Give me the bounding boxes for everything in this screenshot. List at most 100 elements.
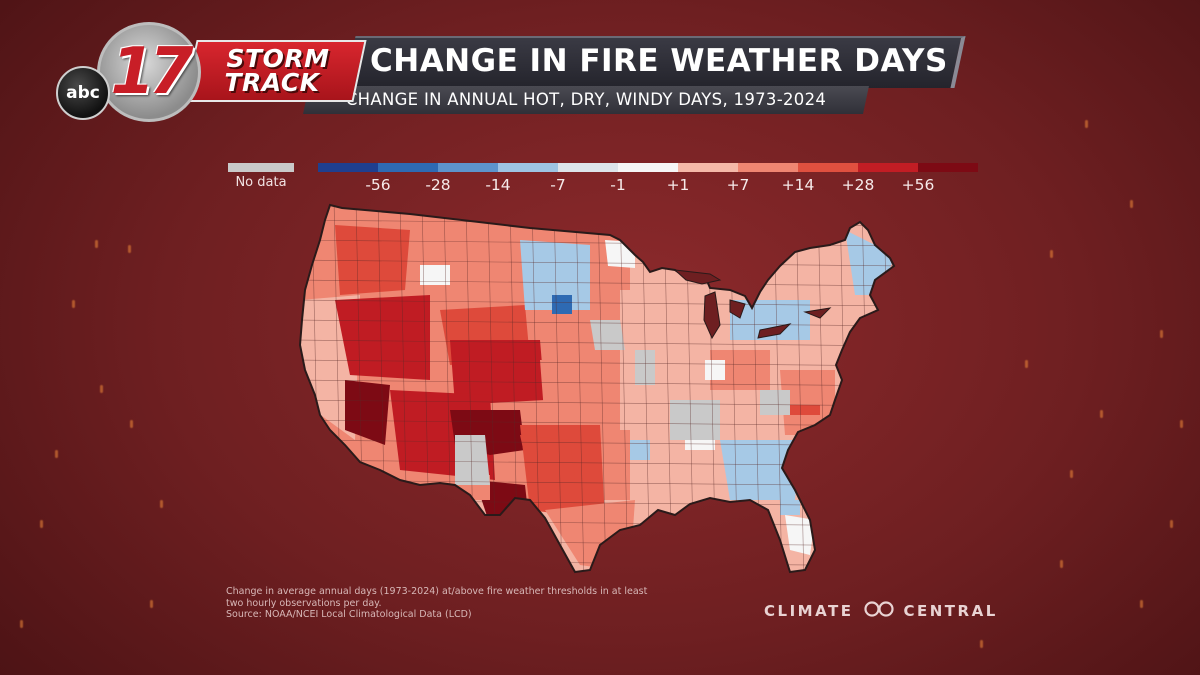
legend-swatch [558, 163, 618, 172]
ember-spark [100, 385, 103, 393]
note-line-1: Change in average annual days (1973-2024… [226, 586, 648, 597]
legend-swatch [738, 163, 798, 172]
ember-spark [1025, 360, 1028, 368]
region-fill-red [790, 405, 820, 415]
ember-spark [1170, 520, 1173, 528]
legend-swatch [618, 163, 678, 172]
ember-spark [980, 640, 983, 648]
page-title: CHANGE IN FIRE WEATHER DAYS [370, 43, 948, 79]
methodology-note: Change in average annual days (1973-2024… [226, 586, 648, 621]
ember-spark [1160, 330, 1163, 338]
channel-17-logo: 17 [97, 22, 201, 122]
region-fill-hot_west [450, 340, 545, 405]
region-fill-red [335, 225, 410, 295]
ember-spark [160, 500, 163, 508]
channel-number: 17 [110, 35, 193, 109]
legend-swatch [498, 163, 558, 172]
ember-spark [1050, 250, 1053, 258]
ember-spark [128, 245, 131, 253]
region-fill-white [605, 240, 635, 268]
legend-label: +56 [901, 176, 935, 194]
region-fill-white [705, 360, 725, 380]
region-fill-lightblue [520, 240, 590, 310]
ember-spark [1130, 200, 1133, 208]
boundary-line [906, 200, 910, 585]
region-fill-gray [455, 435, 490, 485]
boundary-line [290, 580, 910, 585]
boundary-line [553, 205, 563, 572]
ember-spark [40, 520, 43, 528]
ember-spark [1070, 470, 1073, 478]
region-fill-lightblue [780, 500, 800, 515]
region-fill-salmon [540, 360, 625, 425]
region-fills [290, 200, 910, 585]
ember-spark [95, 240, 98, 248]
no-data-label: No data [235, 175, 287, 190]
boundary-line [597, 205, 607, 572]
us-fire-weather-map [290, 200, 910, 585]
region-fill-white [420, 265, 450, 285]
region-fill-light [620, 290, 760, 430]
region-fill-hot_west [335, 295, 430, 380]
boundary-line [575, 205, 585, 572]
boundary-line [300, 205, 894, 207]
storm-track-logo: STORM TRACK [183, 40, 367, 102]
ember-spark [1100, 410, 1103, 418]
no-data-swatch [228, 163, 294, 172]
region-fill-gray [760, 390, 790, 415]
boundary-line [300, 319, 894, 327]
boundary-line [795, 205, 805, 572]
region-fill-gray [635, 350, 655, 385]
boundary-line [300, 339, 894, 347]
boundary-line [300, 399, 894, 407]
org-name-right: CENTRAL [903, 602, 998, 620]
legend-swatch [378, 163, 438, 172]
legend-label: +14 [781, 176, 815, 194]
brand-line-2: TRACK [224, 68, 320, 97]
region-fill-gray [590, 320, 625, 350]
legend-swatch [798, 163, 858, 172]
boundary-line [300, 559, 894, 567]
org-name-left: CLIMATE [764, 602, 854, 620]
boundary-line [300, 419, 894, 427]
boundary-line [300, 359, 894, 367]
region-fill-gray [670, 400, 720, 440]
legend-label: +1 [666, 176, 690, 194]
region-fill-white [685, 440, 715, 450]
ember-spark [1060, 560, 1063, 568]
ember-spark [55, 450, 58, 458]
ember-spark [150, 600, 153, 608]
legend-label: +28 [841, 176, 875, 194]
legend-label: -7 [550, 176, 566, 194]
legend-swatch [918, 163, 978, 172]
climate-central-logo: CLIMATE CENTRAL [764, 600, 998, 622]
ember-spark [20, 620, 23, 628]
ember-spark [1180, 420, 1183, 428]
boundary-line [300, 379, 894, 387]
boundary-line [300, 259, 894, 267]
region-fill-lightblue [630, 440, 650, 460]
legend-label: -14 [485, 176, 511, 194]
region-fill-darkest [345, 380, 390, 445]
legend-label: -1 [610, 176, 626, 194]
page-subtitle: CHANGE IN ANNUAL HOT, DRY, WINDY DAYS, 1… [345, 90, 827, 109]
ember-spark [130, 420, 133, 428]
boundary-line [290, 200, 298, 585]
region-fill-salmon [410, 230, 520, 295]
region-fill-lightblue [730, 300, 810, 340]
note-line-2: two hourly observations per day. [226, 597, 382, 609]
legend-swatch [678, 163, 738, 172]
abc-logo: abc [56, 66, 110, 120]
ember-spark [1085, 120, 1088, 128]
legend-swatch [438, 163, 498, 172]
ember-spark [1140, 600, 1143, 608]
boundary-line [300, 299, 894, 307]
boundary-line [300, 279, 894, 287]
ember-spark [72, 300, 75, 308]
legend-swatch [858, 163, 918, 172]
legend-label: -28 [425, 176, 451, 194]
legend-label: +7 [726, 176, 750, 194]
region-fill-blue [552, 295, 572, 314]
legend-swatch [318, 163, 378, 172]
